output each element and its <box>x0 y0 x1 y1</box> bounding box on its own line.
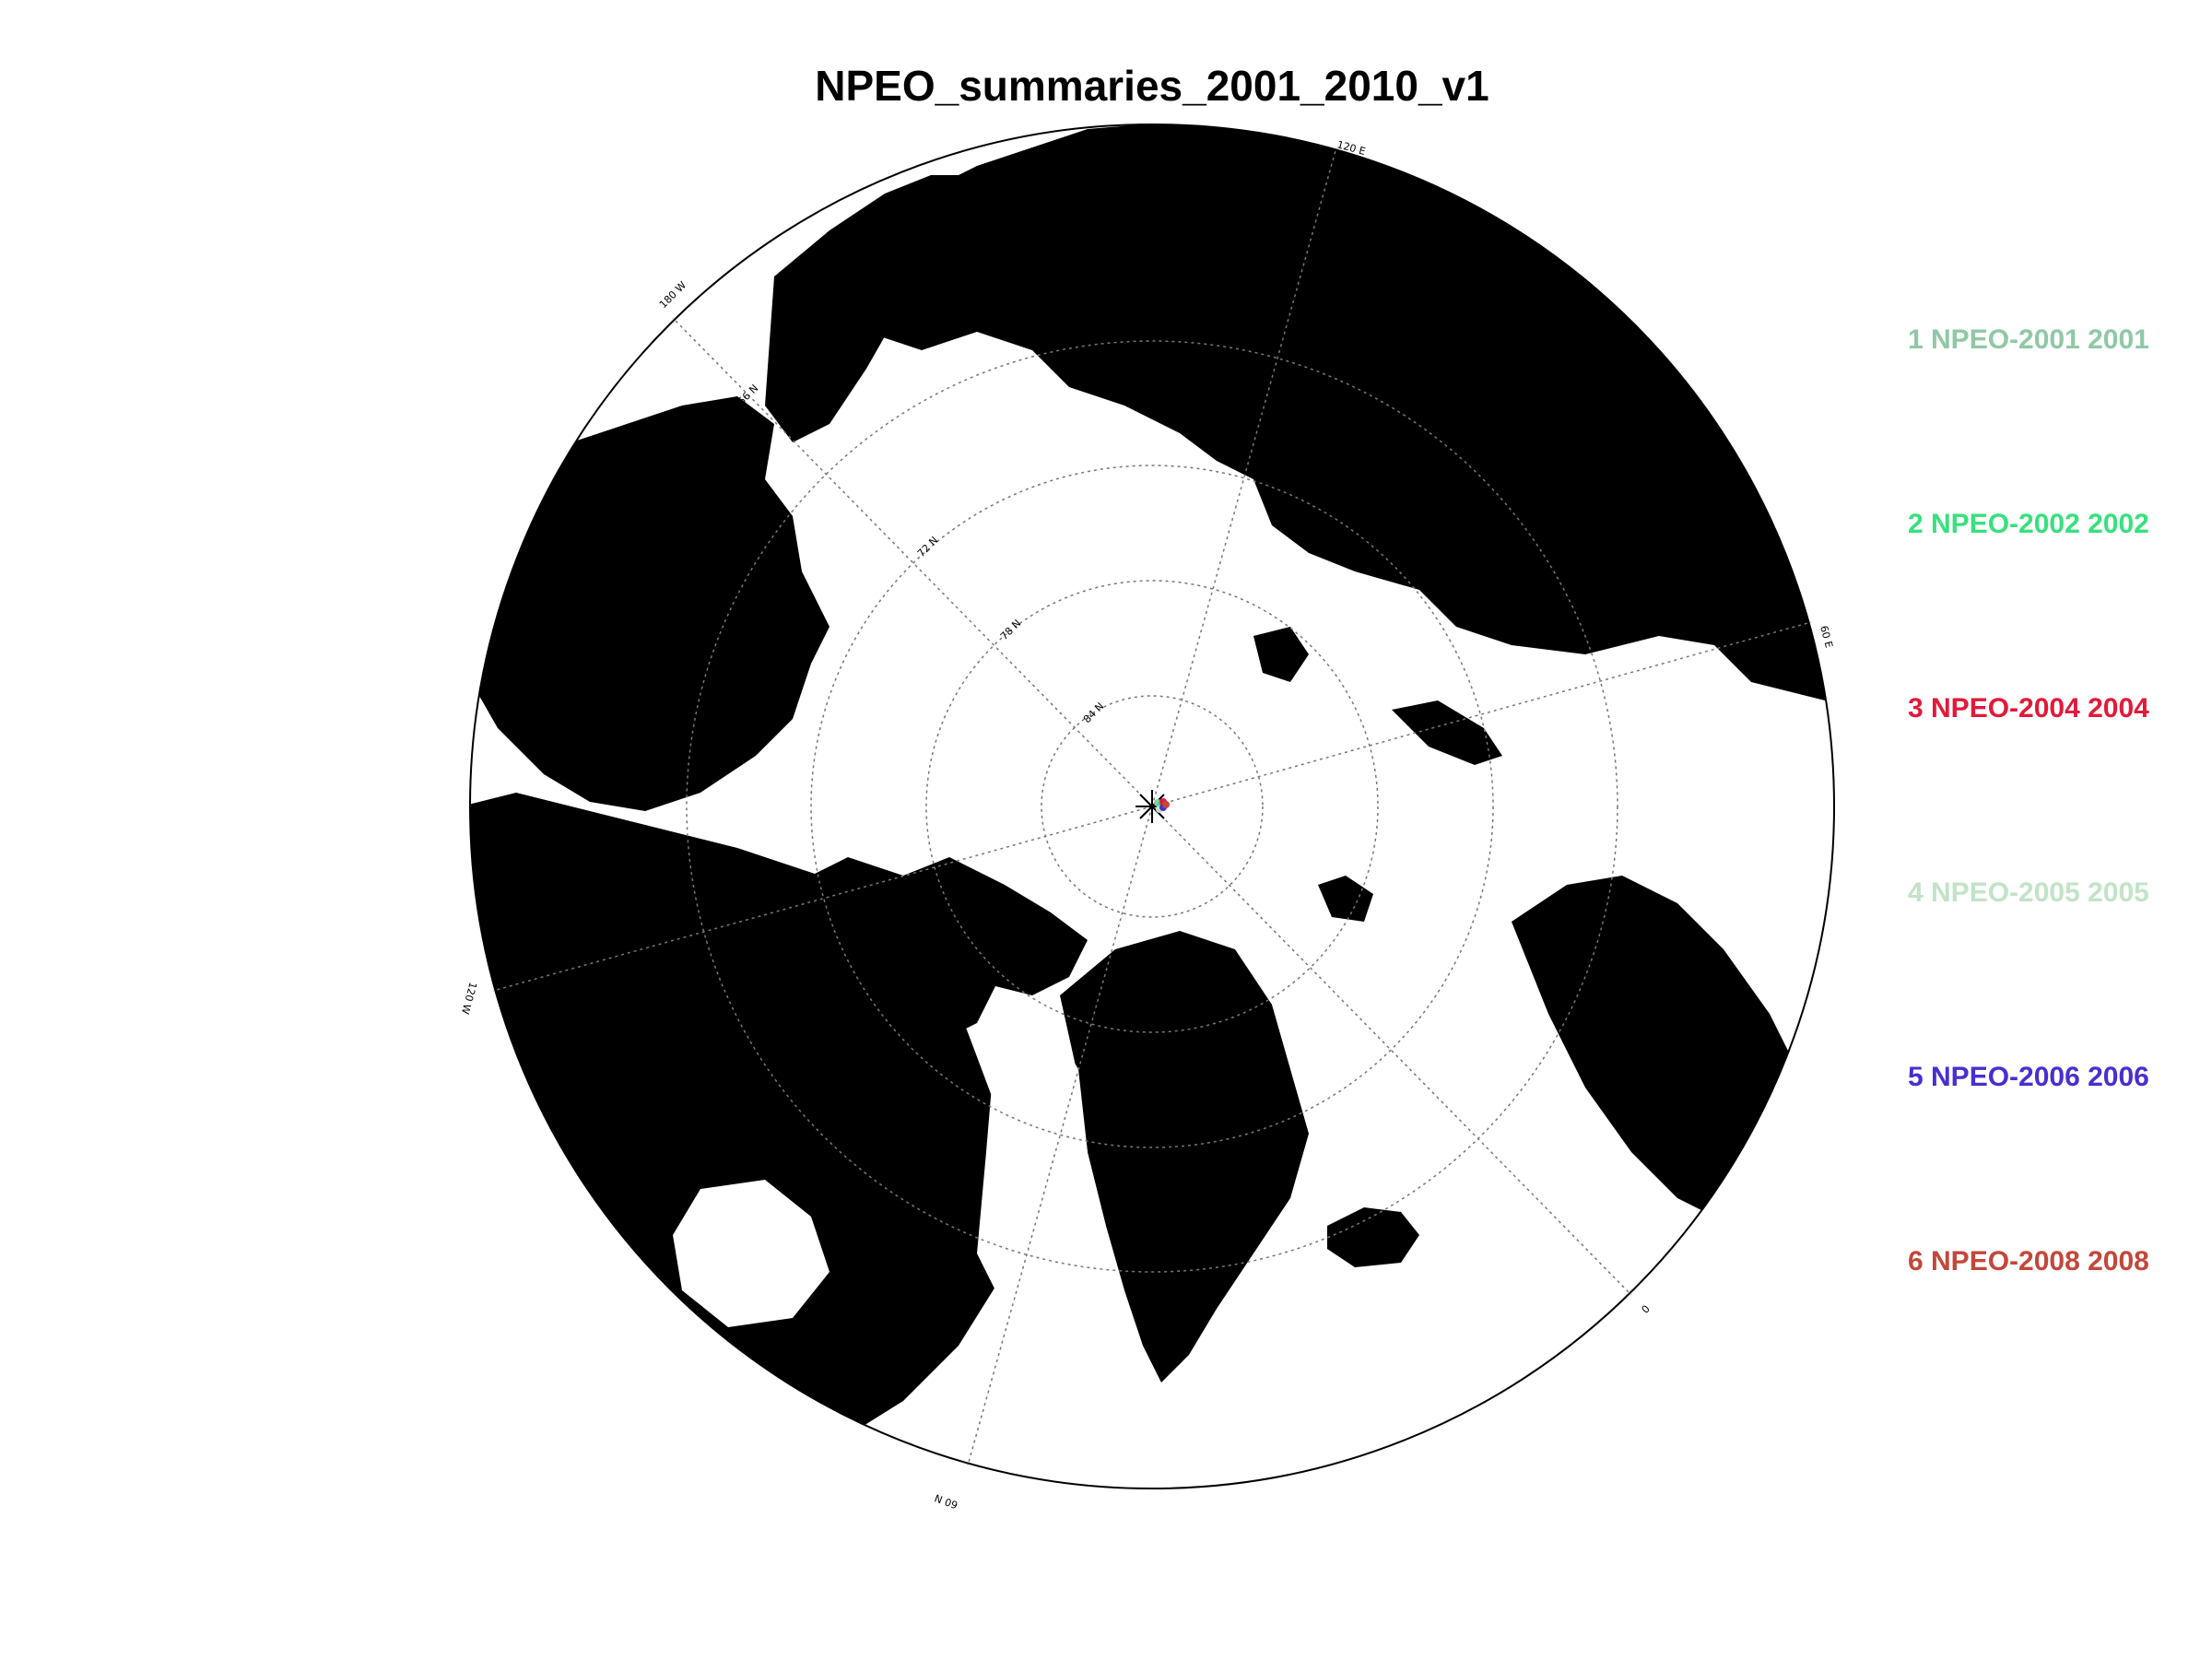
lat-circle-72 <box>810 465 1494 1148</box>
meridian-60w <box>967 806 1153 1466</box>
lat-label-84: 84 N <box>1081 700 1106 725</box>
map-title: NPEO_summaries_2001_2010_v1 <box>815 62 1489 110</box>
lat-label-78: 78 N <box>998 618 1023 642</box>
land-chukotka <box>765 175 977 442</box>
meridian-180 <box>672 317 1153 807</box>
station-point-2008 <box>1162 801 1170 808</box>
legend-item-2006: 5 NPEO-2006 2006 <box>1908 1062 2149 1092</box>
lon-label-0: 0 <box>1639 1302 1652 1315</box>
land-iceland <box>1327 1207 1419 1267</box>
meridian-60e <box>1151 621 1812 807</box>
lat-label-60: 60 N <box>933 1491 959 1511</box>
land-severnaya <box>1253 627 1309 682</box>
north-pole-marker <box>1135 790 1169 823</box>
lat-circle-84 <box>1041 695 1264 918</box>
lat-circle-78 <box>925 580 1379 1033</box>
lon-label-60e: 60 E <box>1818 624 1835 649</box>
meridian-120e <box>1151 147 1337 807</box>
globe-border <box>469 124 1835 1489</box>
water-baffin-bay <box>977 1023 1088 1327</box>
graticule <box>492 147 1812 1466</box>
lon-label-180w: 180 W <box>657 279 688 311</box>
legend-item-2004: 3 NPEO-2004 2004 <box>1908 693 2149 724</box>
land-greenland <box>1060 931 1309 1382</box>
land-novaya-zemlya <box>1392 700 1502 765</box>
legend-item-2008: 6 NPEO-2008 2008 <box>1908 1246 2149 1277</box>
land-scandinavia <box>1512 876 1816 1226</box>
legend-item-2001: 1 NPEO-2001 2001 <box>1908 324 2149 355</box>
land-archipelago <box>793 857 1088 1041</box>
station-points <box>1154 798 1170 813</box>
legend-item-2002: 2 NPEO-2002 2002 <box>1908 509 2149 539</box>
meridian-120w <box>492 806 1153 992</box>
land-alaska <box>470 396 830 811</box>
land-siberia <box>811 124 1834 700</box>
land-svalbard <box>1318 876 1373 922</box>
lon-label-120w: 120 W <box>459 981 479 1016</box>
legend-item-2005: 4 NPEO-2005 2005 <box>1908 877 2149 908</box>
lat-label-72: 72 N <box>915 535 940 559</box>
meridian-0 <box>1151 806 1632 1296</box>
water-hudson-bay <box>673 1180 830 1327</box>
lat-circle-66 <box>686 340 1618 1273</box>
